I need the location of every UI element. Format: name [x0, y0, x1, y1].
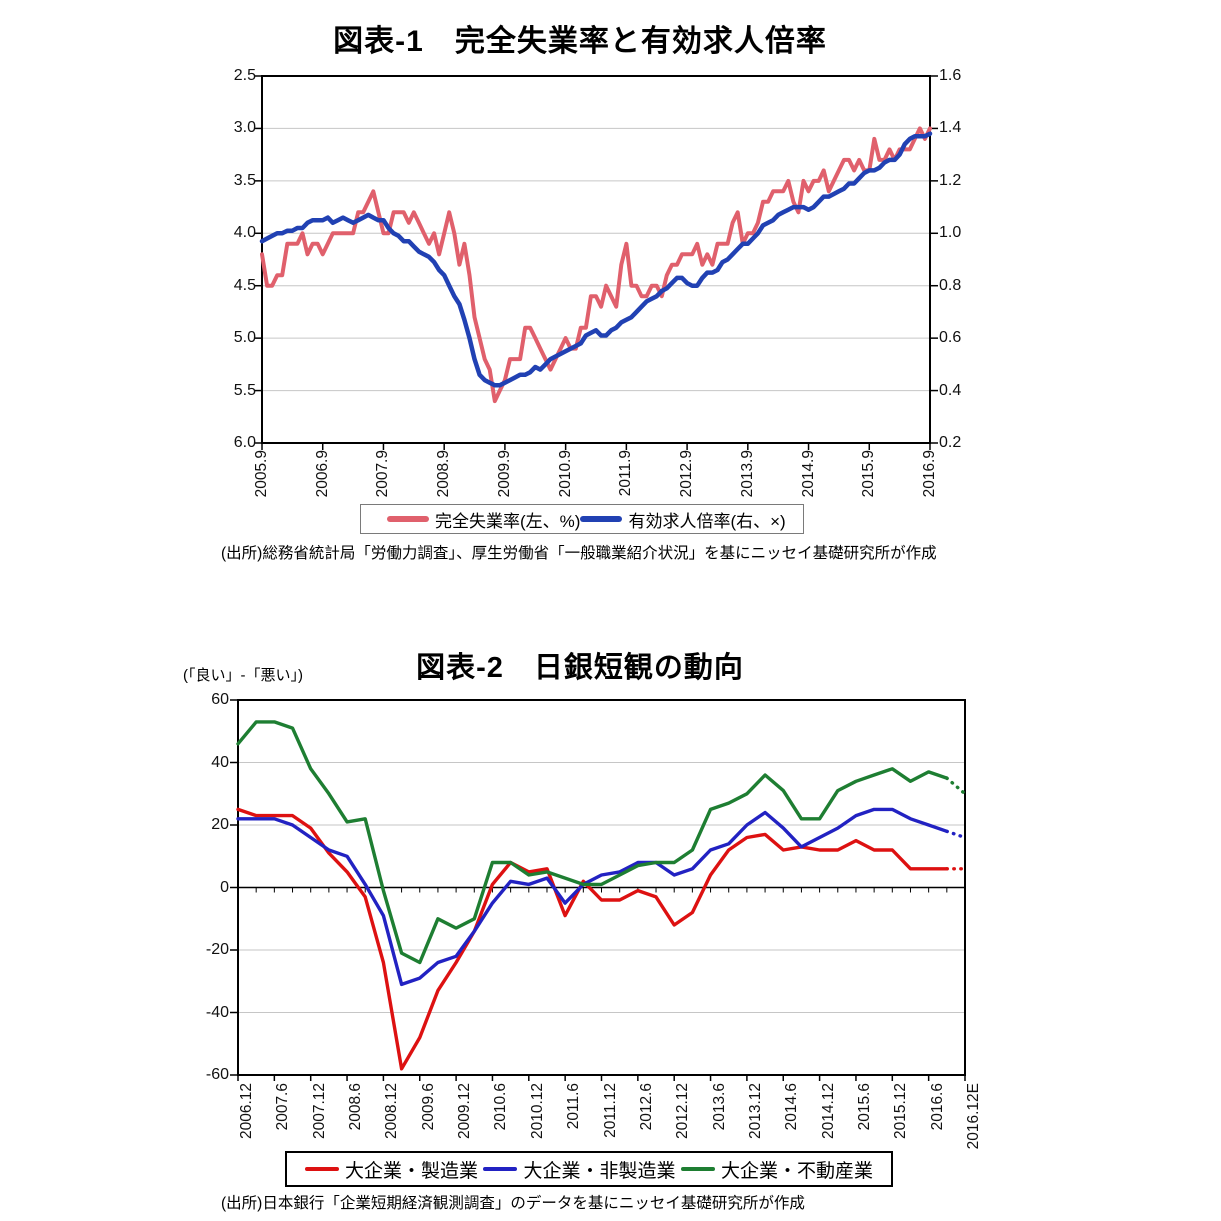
chart1-x-axis-label: 2009.9	[495, 450, 513, 498]
chart1-left-axis-label: 4.5	[233, 276, 256, 294]
chart1-x-axis-label: 2012.9	[678, 450, 696, 498]
chart2-x-axis-label: 2015.6	[855, 1083, 873, 1131]
chart2-x-axis-label: 2011.6	[565, 1083, 583, 1130]
legend-label-real-estate: 大企業・不動産業	[720, 1160, 873, 1182]
chart1-title: 図表-1 完全失業率と有効求人倍率	[333, 25, 827, 58]
chart1-right-axis-label: 0.2	[939, 434, 962, 451]
chart1-legend: 完全失業率(左、%) 有効求人倍率(右、×)	[360, 504, 804, 534]
chart1-x-axis-label: 2006.9	[313, 450, 331, 498]
chart1-right-axis-label: 0.6	[939, 329, 962, 347]
chart2-x-axis-label: 2008.6	[347, 1083, 365, 1131]
chart2-y-axis-label: 40	[211, 753, 229, 771]
real-estate-line	[236, 720, 949, 965]
chart1-left-axis-label: 5.0	[233, 329, 256, 347]
chart2-yaxis-unit-label: (「良い」-「悪い」)	[183, 667, 303, 684]
chart1-x-axis-label: 2013.9	[738, 450, 756, 498]
chart1-source-note: (出所)総務省統計局「労働力調査」、厚生労働省「一般職業紹介状況」を基にニッセイ…	[221, 545, 937, 562]
chart1-left-axis-label: 5.5	[233, 381, 256, 399]
chart2-y-axis-label: 20	[211, 816, 229, 833]
chart1-x-axis-label: 2010.9	[556, 450, 574, 498]
job-openings-ratio-line	[259, 131, 933, 388]
non-manufacturing-line-swatch	[483, 1166, 518, 1172]
unemployment-line-swatch	[387, 516, 429, 522]
chart2-x-axis-label: 2009.12	[456, 1083, 474, 1140]
chart1-x-axis-label: 2008.9	[435, 450, 453, 498]
chart2-y-axis-label: 60	[211, 691, 229, 708]
chart1-x-axis-label: 2005.9	[253, 450, 270, 498]
legend-item-job-openings-ratio: 有効求人倍率(右、×)	[580, 507, 786, 532]
chart2-x-axis-label: 2008.12	[383, 1083, 401, 1140]
chart2-x-axis-label: 2013.6	[710, 1083, 728, 1131]
chart1-plot-frame	[261, 75, 931, 444]
chart1-right-axis-label: 1.0	[939, 224, 962, 242]
chart1-right-axis-label: 1.2	[939, 171, 962, 189]
job-openings-line-swatch	[580, 516, 623, 522]
chart1-x-axis-label: 2007.9	[374, 450, 392, 498]
unemployment-rate-line	[260, 126, 932, 404]
non-manufacturing-line-forecast-dotted	[945, 829, 967, 840]
chart2-x-axis-label: 2014.6	[783, 1083, 801, 1131]
chart2-y-axis-label: -20	[205, 941, 229, 958]
chart2-x-axis-label: 2007.12	[310, 1083, 328, 1140]
chart1-x-axis-label: 2014.9	[799, 450, 817, 498]
real-estate-line-swatch	[680, 1166, 715, 1172]
real-estate-line-forecast-dotted	[945, 776, 967, 796]
chart2-x-axis-label: 2012.12	[674, 1083, 692, 1140]
chart2-x-axis-label: 2013.12	[746, 1083, 764, 1140]
chart2-x-axis-label: 2016.12E	[965, 1083, 982, 1150]
chart1-left-axis-label: 2.5	[233, 67, 256, 84]
legend-item-unemployment-rate: 完全失業率(左、%)	[387, 507, 580, 532]
chart2-x-axis-label: 2010.6	[492, 1083, 510, 1131]
chart1-left-axis-label: 4.0	[233, 224, 256, 242]
chart2-legend: 大企業・製造業 大企業・非製造業 大企業・不動産業	[285, 1151, 893, 1187]
chart1-x-axis-label: 2011.9	[617, 450, 635, 497]
chart2-x-axis-label: 2011.12	[601, 1083, 619, 1138]
chart2-x-axis-label: 2012.6	[637, 1083, 655, 1131]
chart1-right-axis-label: 1.4	[939, 119, 962, 137]
chart1-right-axis-label: 1.6	[939, 67, 962, 84]
chart2-x-axis-label: 2006.12	[238, 1083, 255, 1140]
chart1-x-axis-label: 2016.9	[921, 450, 938, 498]
chart1-right-axis-label: 0.8	[939, 276, 962, 294]
chart2-x-axis-label: 2015.12	[892, 1083, 910, 1140]
chart2-x-axis-label: 2009.6	[419, 1083, 437, 1131]
chart1-left-axis-label: 6.0	[233, 434, 256, 451]
chart2-x-axis-label: 2014.12	[819, 1083, 837, 1140]
legend-label-unemployment: 完全失業率(左、%)	[435, 511, 581, 531]
chart2-source-note: (出所)日本銀行「企業短期経済観測調査」のデータを基にニッセイ基礎研究所が作成	[221, 1195, 805, 1212]
manufacturing-line-swatch	[305, 1166, 339, 1172]
chart2-x-axis-label: 2016.6	[928, 1083, 946, 1131]
chart2-y-axis-label: 0	[220, 878, 229, 896]
chart2-y-axis-label: -60	[205, 1066, 229, 1083]
legend-label-job-openings: 有効求人倍率(右、×)	[628, 511, 786, 531]
chart2-x-axis-label: 2010.12	[528, 1083, 546, 1140]
chart1-right-axis-label: 0.4	[939, 381, 962, 399]
legend-label-non-manufacturing: 大企業・非製造業	[523, 1160, 676, 1182]
non-manufacturing-line	[236, 807, 949, 987]
chart1-left-axis-label: 3.5	[233, 171, 256, 189]
chart1-x-axis-label: 2015.9	[860, 450, 878, 498]
chart1-left-axis-label: 3.0	[233, 119, 256, 137]
chart2-x-axis-label: 2007.6	[274, 1083, 292, 1131]
legend-item-manufacturing: 大企業・製造業	[305, 1156, 478, 1183]
legend-item-real-estate: 大企業・不動産業	[680, 1156, 873, 1183]
legend-item-non-manufacturing: 大企業・非製造業	[483, 1156, 676, 1183]
chart2-y-axis-label: -40	[205, 1003, 229, 1021]
manufacturing-line	[236, 807, 949, 1071]
legend-label-manufacturing: 大企業・製造業	[345, 1160, 479, 1182]
chart2-title: 図表-2 日銀短観の動向	[416, 652, 744, 684]
